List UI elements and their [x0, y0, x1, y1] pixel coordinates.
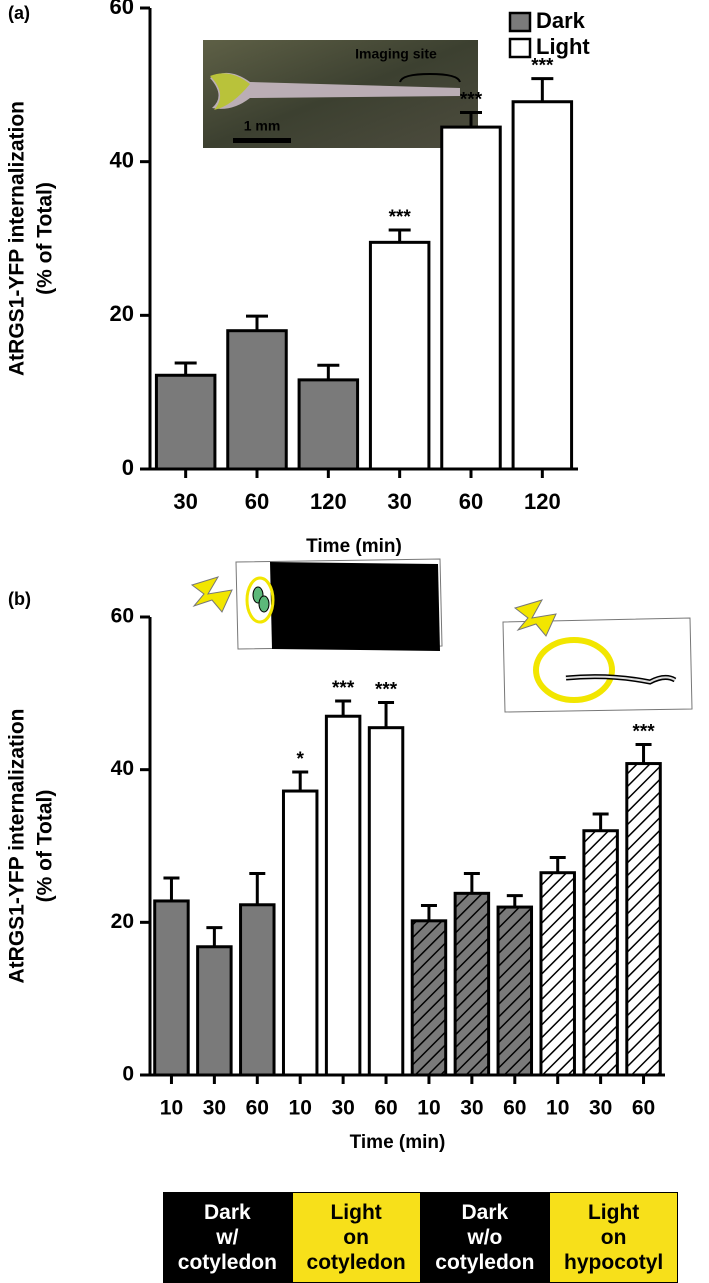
bar	[496, 905, 534, 1077]
y-tick-label: 60	[110, 0, 134, 19]
y-axis-label: (% of Total)	[34, 182, 57, 295]
error-bar	[335, 699, 352, 717]
bar	[367, 726, 405, 1077]
bar	[368, 240, 431, 471]
group-label: Light on hypocotyl	[549, 1192, 678, 1283]
error-bar	[420, 904, 437, 921]
error-bar	[246, 314, 268, 331]
x-axis-label: Time (min)	[306, 536, 402, 557]
x-tick-label: 60	[503, 1097, 526, 1120]
bar	[582, 829, 619, 1077]
x-axis-label: Time (min)	[350, 1132, 446, 1153]
x-tick-label: 10	[160, 1097, 183, 1120]
significance: ***	[375, 680, 398, 701]
y-tick-label: 20	[110, 301, 134, 326]
bar	[196, 945, 233, 1077]
bar	[281, 789, 319, 1077]
bar	[226, 329, 288, 471]
x-tick-label: 60	[459, 489, 483, 514]
bar	[239, 903, 276, 1077]
error-bar	[635, 742, 652, 764]
bar	[511, 100, 574, 471]
bar	[440, 125, 502, 471]
y-tick-label: 0	[122, 455, 134, 480]
y-tick-label: 60	[111, 605, 134, 628]
bar	[324, 714, 362, 1077]
x-tick-label: 10	[546, 1097, 569, 1120]
significance: ***	[460, 90, 483, 111]
significance: ***	[632, 721, 655, 742]
error-bar	[460, 110, 482, 128]
error-bar	[206, 926, 223, 947]
y-axis-label: AtRGS1-YFP internalization	[6, 709, 29, 984]
panel-label: (b)	[8, 589, 31, 609]
bar	[297, 378, 360, 471]
bar	[539, 871, 576, 1077]
error-bar	[506, 894, 523, 908]
y-axis-label: AtRGS1-YFP internalization	[6, 101, 29, 376]
group-label: Dark w/ cotyledon	[163, 1192, 292, 1283]
inset-label: Imaging site	[355, 46, 437, 62]
y-tick-label: 0	[122, 1063, 134, 1086]
bar	[625, 762, 662, 1077]
x-tick-label: 30	[173, 489, 197, 514]
x-tick-label: 60	[245, 489, 269, 514]
error-bar	[317, 363, 340, 380]
legend-swatch	[508, 11, 532, 33]
photo-inset: Imaging site 1 mm	[203, 40, 478, 148]
error-bar	[463, 871, 480, 894]
error-bar	[378, 700, 395, 728]
bar	[154, 373, 217, 471]
error-bar	[592, 812, 609, 831]
y-axis-label: (% of Total)	[34, 790, 57, 903]
x-tick-label: 30	[460, 1097, 483, 1120]
x-tick-label: 30	[331, 1097, 354, 1120]
error-bar	[174, 361, 197, 376]
schematic-inset	[190, 558, 693, 713]
x-tick-label: 60	[246, 1097, 269, 1120]
x-tick-label: 10	[417, 1097, 440, 1120]
legend-label: Light	[536, 34, 590, 59]
x-tick-label: 30	[589, 1097, 612, 1120]
error-bar	[249, 871, 266, 905]
significance: ***	[389, 207, 412, 228]
error-bar	[549, 855, 566, 873]
x-tick-label: 120	[524, 489, 561, 514]
group-label: Light on cotyledon	[291, 1192, 421, 1283]
y-tick-label: 40	[110, 147, 134, 172]
bar	[453, 891, 491, 1077]
error-bar	[292, 770, 309, 792]
significance: ***	[531, 56, 554, 77]
bar	[410, 919, 448, 1077]
x-tick-label: 30	[203, 1097, 226, 1120]
significance: *	[297, 749, 305, 770]
legend-swatch	[508, 37, 532, 59]
x-tick-label: 60	[374, 1097, 397, 1120]
panel-label: (a)	[8, 3, 30, 23]
x-tick-label: 120	[310, 489, 347, 514]
error-bar	[388, 228, 411, 243]
significance: ***	[332, 678, 355, 699]
bar	[153, 899, 190, 1077]
legend-label: Dark	[536, 8, 586, 33]
x-tick-label: 60	[632, 1097, 655, 1120]
scale-label: 1 mm	[244, 118, 281, 134]
x-tick-label: 10	[289, 1097, 312, 1120]
x-tick-label: 30	[387, 489, 411, 514]
group-label: Dark w/o cotyledon	[420, 1192, 550, 1283]
y-tick-label: 20	[111, 910, 134, 933]
y-tick-label: 40	[111, 757, 134, 780]
error-bar	[163, 876, 180, 901]
error-bar	[531, 77, 554, 102]
